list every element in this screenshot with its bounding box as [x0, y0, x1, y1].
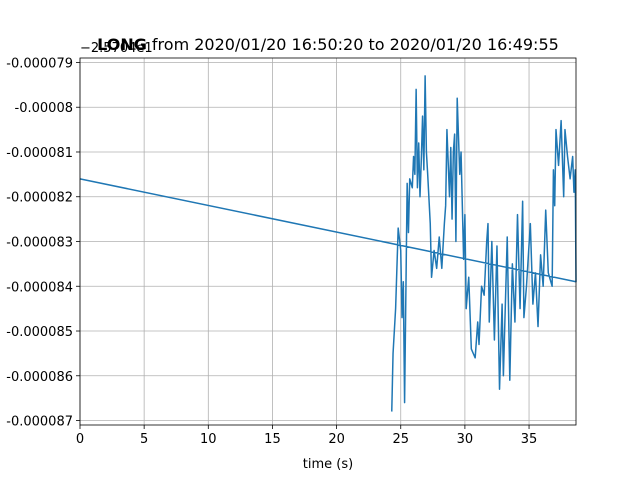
x-tick-label: 30 — [457, 432, 474, 447]
offset-text: −2.5704e1 — [80, 41, 153, 56]
y-tick-label: -0.000081 — [6, 146, 73, 161]
y-tick-label: -0.000086 — [6, 370, 73, 385]
chart-title: LONG from 2020/01/20 16:50:20 to 2020/01/… — [97, 35, 559, 54]
x-tick-label: 35 — [521, 432, 538, 447]
y-tick-label: -0.000084 — [6, 280, 73, 295]
x-axis-label: time (s) — [303, 457, 353, 472]
y-tick-label: -0.00008 — [15, 101, 73, 116]
y-tick-label: -0.000082 — [6, 191, 73, 206]
y-tick-label: -0.000083 — [6, 236, 73, 251]
x-tick-label: 15 — [264, 432, 281, 447]
data-line — [79, 75, 577, 412]
grid — [79, 58, 576, 425]
x-tick-label: 0 — [76, 432, 84, 447]
ticks: 0 5 10 15 20 25 30 35 -0.000079 -0.00008 -0.000081… — [6, 56, 537, 447]
title-prefix: LONG — [97, 35, 147, 54]
y-tick-label: -0.000085 — [6, 325, 73, 340]
plot — [79, 75, 577, 412]
x-tick-label: 5 — [140, 432, 148, 447]
title-rest: from 2020/01/20 16:50:20 to 2020/01/20 1… — [152, 35, 559, 54]
y-tick-label: -0.000087 — [6, 415, 73, 430]
y-tick-label: -0.000079 — [6, 56, 73, 71]
x-tick-label: 25 — [392, 432, 409, 447]
x-tick-label: 20 — [328, 432, 345, 447]
x-tick-label: 10 — [200, 432, 217, 447]
